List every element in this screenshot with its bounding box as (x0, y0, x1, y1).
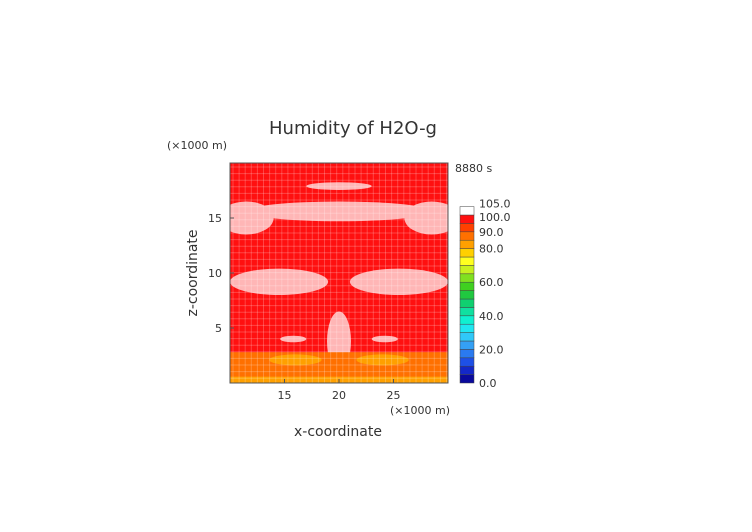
colorbar-label: 100.0 (479, 211, 511, 224)
field-region-5 (349, 268, 448, 295)
colorbar-segment (459, 231, 475, 241)
colorbar-segment (459, 365, 475, 375)
y-axis-ticks: 5 10 15 (208, 212, 234, 335)
colorbar-segment (459, 206, 475, 216)
x-tick-label: 25 (387, 389, 401, 402)
field-region-1 (246, 201, 432, 222)
colorbar-segment (459, 239, 475, 249)
grid-lines (230, 163, 448, 383)
colorbar-segment (459, 248, 475, 258)
colorbar-segment (459, 273, 475, 283)
colorbar-label: 20.0 (479, 343, 504, 356)
colorbar-segment (459, 281, 475, 291)
field-region-4 (230, 268, 329, 295)
field-region-2 (230, 201, 274, 235)
colorbar-segment (459, 315, 475, 325)
field-region-8 (371, 335, 398, 343)
colorbar (459, 206, 475, 384)
colorbar-label: 105.0 (479, 198, 511, 211)
colorbar-label: 0.0 (479, 377, 497, 390)
y-tick-label: 15 (208, 212, 222, 225)
colorbar-segment (459, 290, 475, 300)
colorbar-segment (459, 357, 475, 367)
x-axis-ticks: 15 20 25 (278, 379, 401, 402)
colorbar-segment (459, 349, 475, 359)
field-region-7 (280, 335, 307, 343)
field-band-10 (230, 352, 448, 377)
colorbar-segment (459, 265, 475, 275)
colorbar-label: 60.0 (479, 276, 504, 289)
y-tick-label: 5 (215, 322, 222, 335)
colorbar-segment (459, 340, 475, 350)
colorbar-segment (459, 307, 475, 317)
x-axis-unit-label: (×1000 m) (390, 404, 450, 417)
x-tick-label: 20 (332, 389, 346, 402)
y-axis-unit-label: (×1000 m) (167, 139, 227, 152)
colorbar-label: 40.0 (479, 310, 504, 323)
chart-title: Humidity of H2O-g (269, 118, 437, 139)
y-tick-label: 10 (208, 267, 222, 280)
time-label: 8880 s (455, 162, 492, 175)
colorbar-label: 80.0 (479, 243, 504, 256)
x-axis-label: x-coordinate (294, 424, 382, 440)
field-region-12 (356, 354, 409, 366)
colorbar-segment (459, 374, 475, 384)
colorbar-segment (459, 223, 475, 233)
field-region-3 (404, 201, 448, 235)
colorbar-segment (459, 256, 475, 266)
colorbar-segment (459, 323, 475, 333)
field-region-11 (269, 354, 322, 366)
y-axis-label: z-coordinate (185, 229, 201, 316)
colorbar-segment (459, 332, 475, 342)
colorbar-segment (459, 298, 475, 308)
colorbar-label: 90.0 (479, 226, 504, 239)
field-region-0 (306, 182, 372, 190)
x-tick-label: 15 (278, 389, 292, 402)
colorbar-segment (459, 214, 475, 224)
